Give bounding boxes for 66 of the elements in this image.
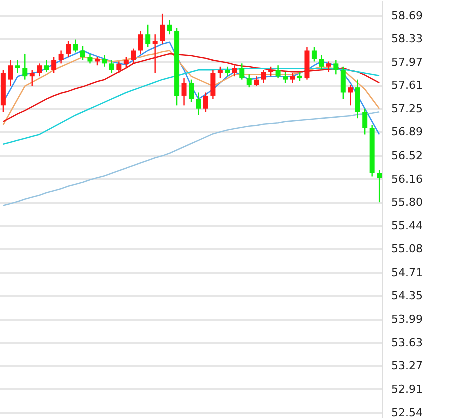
y-tick-label: 54.71 (392, 266, 423, 280)
candlestick (116, 61, 122, 74)
candlestick (326, 61, 332, 73)
y-tick-label: 52.91 (392, 382, 423, 396)
candlestick (182, 78, 187, 106)
candlestick (8, 60, 14, 87)
candlestick (290, 72, 296, 84)
y-tick-label: 55.80 (392, 196, 423, 210)
y-tick-label: 55.08 (392, 242, 423, 256)
y-tick-label: 53.27 (392, 360, 423, 373)
candlestick (362, 108, 368, 136)
candlestick (276, 65, 281, 80)
candlestick (146, 24, 151, 48)
candlestick (261, 70, 266, 84)
y-tick-label: 52.54 (392, 406, 423, 418)
candlestick (30, 70, 35, 87)
y-tick-label: 56.89 (392, 126, 423, 139)
candlestick (160, 13, 166, 45)
candlestick (167, 20, 172, 36)
candlestick (52, 56, 57, 74)
candlestick (138, 30, 144, 55)
y-tick-label: 58.33 (392, 32, 423, 46)
candlestick (131, 48, 136, 64)
candlestick (232, 65, 238, 78)
candlestick (218, 66, 223, 80)
candlestick (246, 74, 252, 88)
candlestick (152, 34, 158, 74)
candlestick (189, 79, 194, 104)
candlestick (319, 54, 324, 71)
candlestick (22, 53, 28, 80)
y-tick-label: 54.35 (392, 290, 423, 303)
y-tick-label: 55.44 (392, 219, 423, 232)
candlestick (334, 60, 339, 76)
candlestick (312, 46, 317, 62)
candlestick (37, 63, 42, 78)
y-tick-label: 56.52 (392, 150, 423, 163)
candlestick (102, 54, 108, 68)
candlestick (210, 70, 216, 100)
candlestick (88, 53, 93, 64)
y-tick-label: 53.99 (392, 313, 423, 326)
candlestick (283, 71, 288, 84)
candlestick (298, 71, 302, 82)
y-tick-label: 57.97 (392, 56, 423, 69)
candlestick (348, 84, 354, 106)
candlestick (340, 66, 346, 100)
candlestick (254, 76, 260, 87)
y-tick-label: 57.25 (392, 102, 423, 116)
candlestick (58, 50, 64, 64)
candlestick (196, 92, 202, 116)
candlestick (44, 60, 50, 73)
candlestick (377, 170, 382, 204)
y-tick-label: 53.63 (392, 336, 423, 350)
candlestick (268, 66, 274, 78)
y-tick-label: 56.16 (392, 172, 423, 186)
candlestick (225, 66, 230, 78)
y-tick-label: 57.61 (392, 79, 423, 92)
candlestick (66, 40, 72, 58)
y-tick-label: 58.69 (392, 9, 423, 22)
line-series (2, 111, 380, 206)
candlestick (80, 46, 86, 62)
candlestick (240, 63, 245, 80)
candlestick (203, 92, 208, 113)
candlestick (109, 60, 114, 74)
candlestick (73, 39, 78, 54)
candlestick (15, 60, 20, 74)
candlestick (124, 56, 129, 69)
